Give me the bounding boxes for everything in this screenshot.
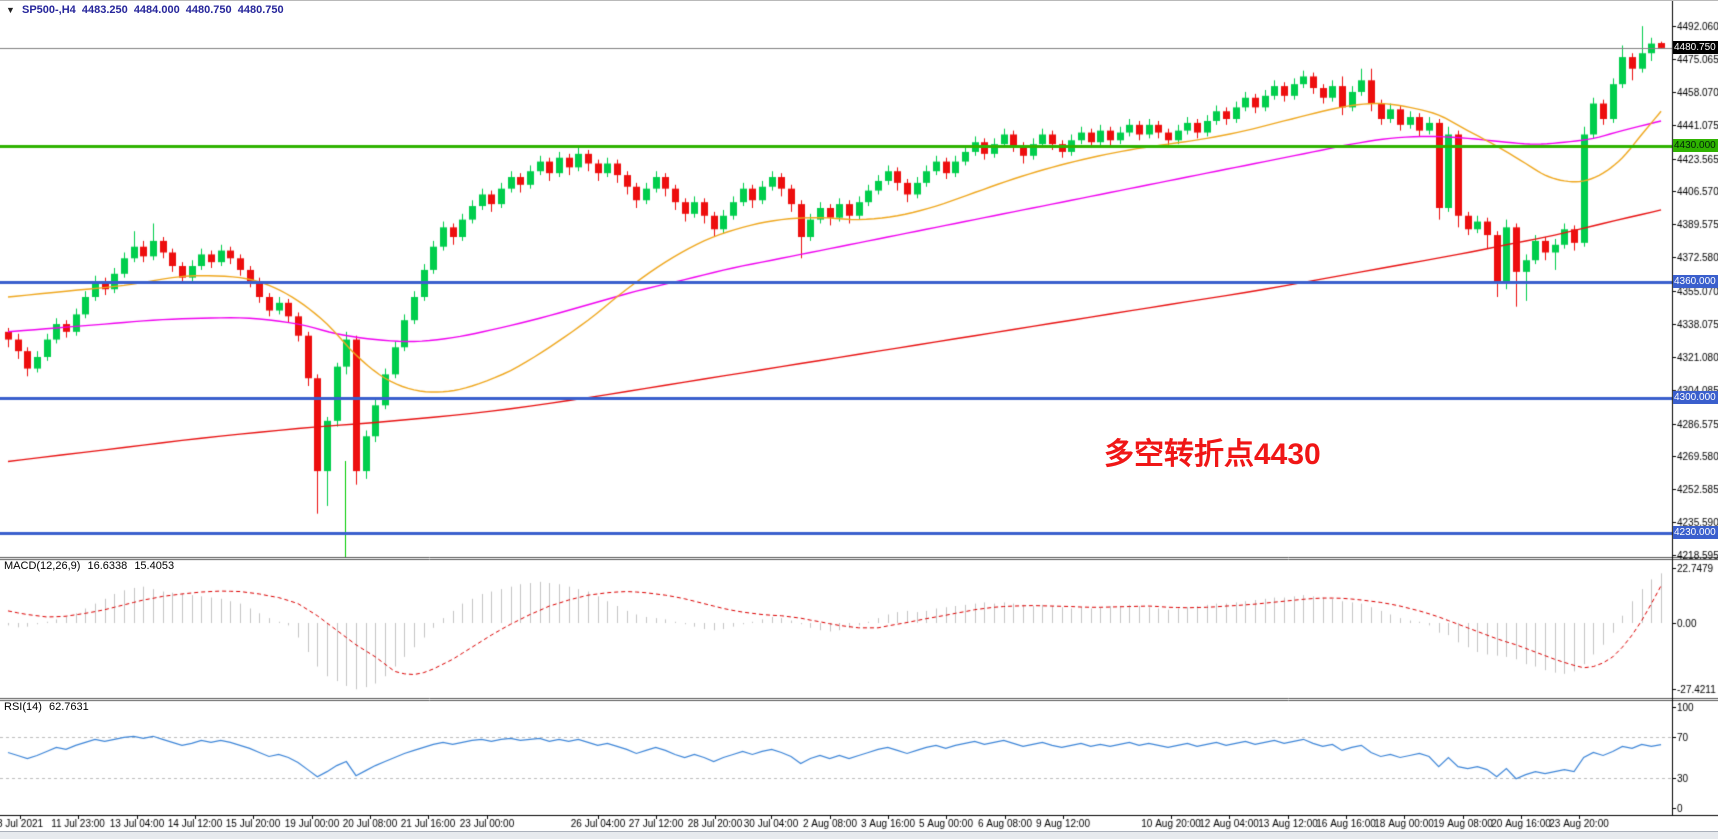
rsi-value: 62.7631 xyxy=(48,701,89,713)
symbol-period-label: SP500-,H4 xyxy=(21,4,76,16)
annotation-text: 多空转折点4430 xyxy=(1104,438,1321,471)
hline-price-tag-4230[interactable]: 4230.000 xyxy=(1673,526,1718,539)
ohlc-close: 4480.750 xyxy=(237,4,284,16)
rsi-name: RSI(14) xyxy=(4,701,42,713)
hline-price-tag-4360[interactable]: 4360.000 xyxy=(1673,275,1718,288)
dropdown-arrow-icon[interactable]: ▼ xyxy=(6,5,15,15)
ohlc-low: 4480.750 xyxy=(185,4,232,16)
macd-value-signal: 15.4053 xyxy=(134,560,175,572)
hline-price-tag-4430[interactable]: 4430.000 xyxy=(1673,139,1718,152)
current-price-tag: 4480.750 xyxy=(1673,41,1718,54)
chart-header: ▼ SP500-,H4 4483.250 4484.000 4480.750 4… xyxy=(6,4,287,16)
hline-price-tag-4300[interactable]: 4300.000 xyxy=(1673,391,1718,404)
ohlc-high: 4484.000 xyxy=(133,4,180,16)
macd-name: MACD(12,26,9) xyxy=(4,560,81,572)
macd-indicator-label: MACD(12,26,9) 16.6338 15.4053 xyxy=(4,560,178,572)
macd-value-main: 16.6338 xyxy=(87,560,128,572)
ohlc-open: 4483.250 xyxy=(81,4,128,16)
rsi-indicator-label: RSI(14) 62.7631 xyxy=(4,701,93,713)
window-bottom-strip xyxy=(0,831,1718,839)
